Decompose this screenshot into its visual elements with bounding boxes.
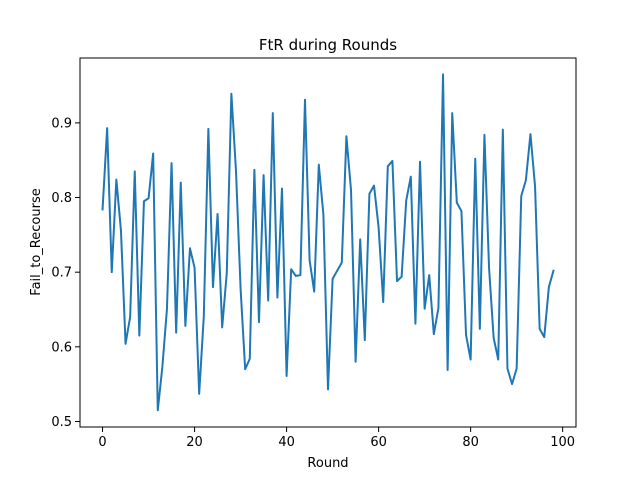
x-axis-label: Round [307, 456, 348, 471]
x-tick-label: 0 [98, 435, 106, 450]
x-axis-ticks: 0 20 40 60 80 100 [98, 427, 575, 450]
y-tick-label: 0.7 [51, 266, 72, 281]
y-axis-ticks: 0.5 0.6 0.7 0.8 0.9 [51, 116, 80, 430]
chart-title: FtR during Rounds [259, 36, 397, 54]
x-tick-label: 20 [186, 435, 203, 450]
y-tick-label: 0.5 [51, 415, 72, 430]
x-tick-label: 60 [370, 435, 387, 450]
y-tick-label: 0.8 [51, 191, 72, 206]
plot-series [101, 73, 555, 412]
plot-frame [79, 57, 577, 428]
x-tick-label: 80 [462, 435, 479, 450]
y-tick-label: 0.6 [51, 340, 72, 355]
y-tick-label: 0.9 [51, 116, 72, 131]
x-tick-label: 40 [278, 435, 295, 450]
x-tick-label: 100 [550, 435, 575, 450]
y-axis-label: Fail_to_Recourse [29, 188, 44, 295]
series-line-0 [101, 73, 555, 412]
